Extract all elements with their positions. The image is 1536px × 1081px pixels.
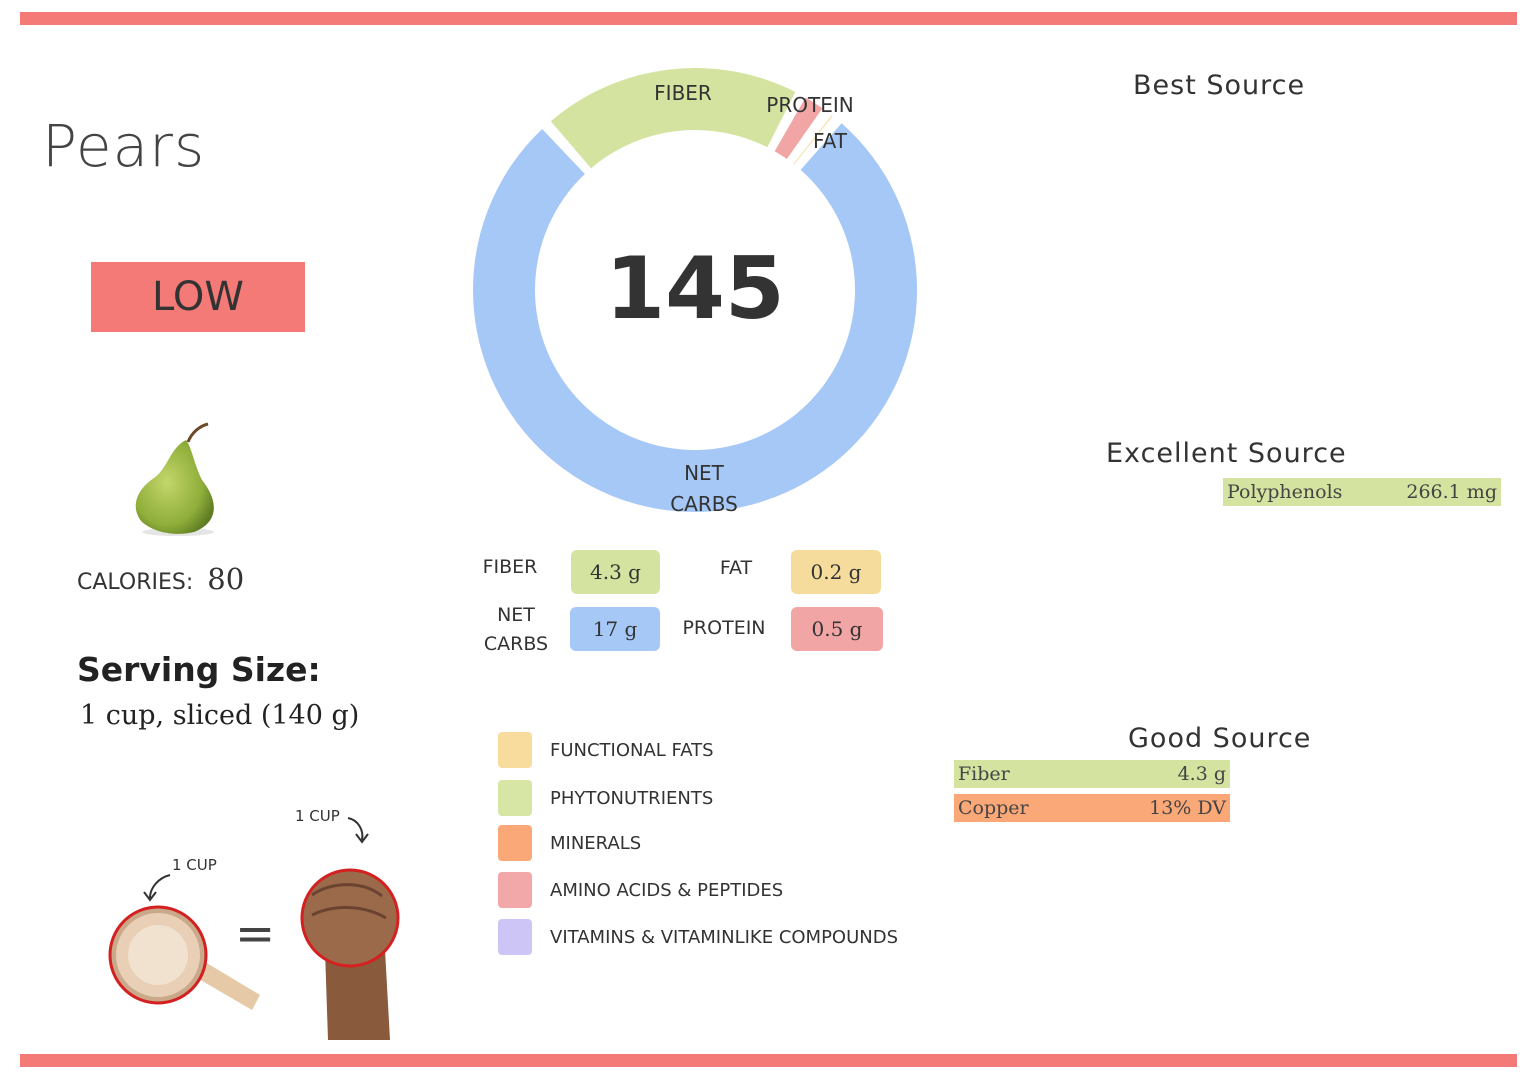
good-source-row: Fiber 4.3 g [954,760,1230,788]
legend-label: AMINO ACIDS & PEPTIDES [550,879,784,901]
serving-size-value: 1 cup, sliced (140 g) [80,700,360,731]
calories-label: CALORIES: [77,570,194,595]
legend-item: PHYTONUTRIENTS [498,778,918,818]
cup-label-2: 1 CUP [295,807,340,825]
pear-icon [128,418,228,538]
legend-item: MINERALS [498,823,918,863]
legend-swatch [498,780,532,816]
macro-label-fiber: FIBER [482,556,538,578]
donut-label-net-carbs-2: CARBS [670,492,738,516]
source-value: 4.3 g [1177,763,1226,785]
rating-badge: LOW [91,262,305,332]
equals-sign: = [235,906,275,962]
legend-label: FUNCTIONAL FATS [550,739,714,761]
excellent-source-row: Polyphenols 266.1 mg [1223,478,1501,506]
cup-label-1: 1 CUP [172,856,217,874]
source-name: Copper [958,797,1029,819]
measuring-cup-icon [108,905,260,1010]
macro-value-fat: 0.2 g [791,550,881,594]
donut-segment-fat [793,115,833,165]
legend-swatch [498,919,532,955]
source-value: 13% DV [1149,797,1226,819]
legend-item: VITAMINS & VITAMINLIKE COMPOUNDS [498,917,918,957]
macro-label-net-carbs: NET CARBS [476,601,556,659]
good-source-heading: Good Source [1128,723,1312,754]
arrow-icon [347,817,364,841]
top-divider [20,12,1517,25]
legend-swatch [498,732,532,768]
source-name: Fiber [958,763,1010,785]
legend-item: FUNCTIONAL FATS [498,730,918,770]
macro-label-net-carbs-2: CARBS [483,633,549,655]
excellent-source-heading: Excellent Source [1106,438,1347,469]
legend-swatch [498,825,532,861]
calories: CALORIES: 80 [77,562,244,596]
bottom-divider [20,1054,1517,1067]
donut-center-value: 145 [605,239,785,339]
food-title: Pears [42,112,206,180]
source-value: 266.1 mg [1406,481,1497,503]
legend-item: AMINO ACIDS & PEPTIDES [498,870,918,910]
source-name: Polyphenols [1227,481,1343,503]
legend-swatch [498,872,532,908]
donut-label-fiber: FIBER [654,81,712,105]
legend-label: VITAMINS & VITAMINLIKE COMPOUNDS [550,926,899,948]
arrow-icon [149,874,171,899]
nutrient-legend: FUNCTIONAL FATS PHYTONUTRIENTS MINERALS … [498,730,918,957]
macro-value-fiber: 4.3 g [571,550,660,594]
legend-label: PHYTONUTRIENTS [550,787,714,809]
donut-label-net-carbs-1: NET [684,461,725,485]
macro-label-fat: FAT [719,557,753,579]
good-source-row: Copper 13% DV [954,794,1230,822]
legend-label: MINERALS [550,832,642,854]
macro-value-protein: 0.5 g [791,607,883,651]
donut-label-protein: PROTEIN [766,93,853,117]
macro-value-net-carbs: 17 g [570,607,660,651]
cup-illustration: 1 CUP = 1 CUP [100,800,420,1045]
donut-segment-protein [774,97,823,160]
donut-label-fat: FAT [813,129,848,153]
macro-label-net-carbs-1: NET [497,604,535,626]
macro-donut-chart: 145 FIBER PROTEIN FAT NET CARBS [470,60,930,520]
donut-segment-net-carbs [473,123,917,512]
serving-size-heading: Serving Size: [77,650,321,689]
fist-icon [300,868,400,1040]
best-source-heading: Best Source [1133,70,1306,101]
donut-segment-fiber [550,67,796,169]
calories-value: 80 [207,562,245,596]
macro-label-protein: PROTEIN [682,617,766,639]
